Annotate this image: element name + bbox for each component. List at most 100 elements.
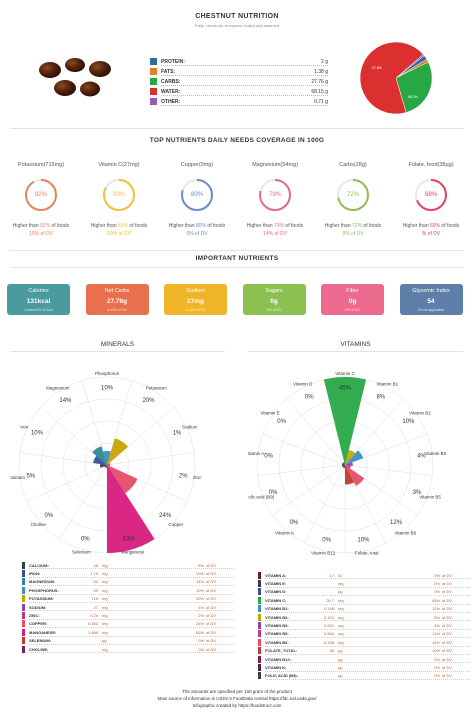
- table-row: FOLATE, TOTAL: 38 µg 10% of DV: [258, 647, 470, 655]
- row-swatch: [258, 622, 261, 630]
- row-swatch: [22, 586, 25, 594]
- polar-sector: [345, 465, 355, 485]
- row-name: VITAMIN B6:: [265, 639, 289, 645]
- polar-label: Vitamin C: [335, 371, 355, 376]
- row-of-dv: of DV: [206, 596, 217, 602]
- row-amount: 54: [93, 579, 98, 585]
- card-sub: A ≥3% of DV: [107, 308, 127, 312]
- row-swatch: [258, 672, 261, 680]
- coverage-pct: 83%: [112, 192, 125, 198]
- row-name: COPPER:: [29, 621, 48, 627]
- polar-sector: [105, 465, 107, 468]
- macro-swatch: [150, 98, 157, 105]
- card-title: Glycemic Index: [412, 288, 450, 294]
- polar-pct: 0%: [277, 419, 286, 425]
- row-rule: [29, 643, 234, 645]
- row-amount: 17: [329, 572, 334, 578]
- row-name: VITAMIN E:: [265, 581, 287, 587]
- polar-pct: 0%: [44, 513, 53, 519]
- coverage-dv: 15% of DV: [29, 231, 53, 237]
- polar-sector: [100, 464, 107, 468]
- row-swatch: [258, 638, 261, 646]
- coverage-rank: Higher than 79% of foods: [246, 223, 304, 229]
- macro-swatch: [150, 58, 157, 65]
- vitamins-heading: VITAMINS: [340, 341, 371, 348]
- row-of-dv: of DV: [206, 587, 217, 593]
- polar-pct: 10%: [31, 431, 44, 437]
- row-unit: mg: [338, 623, 344, 629]
- polar-sector: [343, 462, 345, 465]
- row-swatch: [22, 595, 25, 603]
- row-rule: [265, 645, 470, 647]
- nutrient-card: Glycemic Index 54 GI not applicable: [399, 284, 463, 315]
- coverage-label: Folate, food(38µg): [408, 162, 454, 168]
- row-rule: [265, 595, 470, 597]
- card-sub: GI not applicable: [417, 308, 445, 312]
- macro-pie-chart: 27.8% 68.2%: [359, 41, 433, 115]
- row-rule: [29, 601, 234, 603]
- table-row: VITAMIN B1: 0.148 mg 12% of DV: [258, 605, 470, 613]
- row-unit: mg: [102, 621, 108, 627]
- row-rule: [265, 620, 470, 622]
- polar-sector: [103, 451, 111, 465]
- coverage-pct: 69%: [424, 192, 437, 198]
- row-rule: [161, 105, 328, 106]
- row-of-dv: of DV: [442, 606, 453, 612]
- coverage-rank-pct: 92%: [40, 223, 51, 229]
- footer-source: Main source of information is USDA's Foo…: [157, 696, 317, 701]
- coverage-item: Vitamin C(27mg) 83% Higher than 83% of foo…: [84, 162, 154, 237]
- coverage-dv: 9% of DV: [342, 231, 364, 237]
- coverage-label: Copper(0mg): [180, 162, 214, 168]
- row-unit: mg: [338, 597, 344, 603]
- macro-name: FATS:: [161, 68, 176, 75]
- footer-credit: Infographic created by https://foodstruc…: [192, 703, 282, 708]
- divider: [10, 250, 464, 251]
- nutrient-card: Sodium 27mg A ≥3% of DV: [164, 284, 227, 315]
- polar-label: Vitamin E: [261, 410, 280, 415]
- polar-label: Iron: [20, 424, 28, 429]
- coverage-item: Magnesium(54mg) 79% Higher than 79% of foo…: [240, 162, 310, 237]
- row-name: MAGNESIUM:: [29, 579, 56, 585]
- coverage-item: Folate, food(38µg) 69% Higher than 69% of …: [396, 162, 466, 237]
- macro-name: WATER:: [161, 88, 181, 95]
- row-name: FOLIC ACID (B9):: [265, 673, 298, 679]
- row-of-dv: of DV: [206, 562, 217, 568]
- macro-value: 27.76 g: [311, 78, 328, 85]
- pie-slice-carbs: [395, 61, 433, 113]
- coverage-dv: 30% of DV: [107, 231, 131, 237]
- table-row: VITAMIN K: µg 0% of DV: [258, 663, 470, 672]
- macro-row: PROTEIN: 2 g: [150, 57, 328, 66]
- table-row: ZINC: 0.25 mg 2% of DV: [22, 611, 234, 620]
- row-swatch: [258, 605, 261, 613]
- table-row: SELENIUM: µg 0% of DV: [22, 637, 234, 645]
- row-swatch: [258, 655, 261, 663]
- coverage-dv: 0% of DV: [186, 231, 208, 237]
- row-pct: 0%: [198, 646, 204, 652]
- row-amount: 0.453: [87, 621, 98, 627]
- row-name: IRON:: [29, 571, 41, 577]
- polar-label: Vitamin B5: [419, 494, 441, 499]
- polar-pct: 10%: [402, 419, 415, 425]
- polar-label: Potassium: [146, 386, 167, 391]
- row-pct: 45%: [431, 597, 440, 603]
- row-unit: mg: [102, 579, 108, 585]
- row-unit: IU: [338, 572, 342, 578]
- row-unit: mg: [102, 596, 108, 602]
- row-name: MANGANESE:: [29, 629, 57, 635]
- table-row: VITAMIN B6: 0.208 mg 16% of DV: [258, 638, 470, 647]
- row-rule: [161, 95, 328, 96]
- coverage-label: Vitamin C(27mg): [98, 162, 140, 168]
- coverage-pct: 72%: [346, 192, 359, 198]
- coverage-rank: Higher than 92% of foods: [12, 223, 70, 229]
- page-title: CHESTNUT NUTRITION: [195, 13, 279, 20]
- polar-pct: 24%: [159, 513, 172, 519]
- table-row: VITAMIN C: 26.7 mg 45% of DV: [258, 596, 470, 605]
- row-unit: µg: [338, 589, 343, 595]
- row-swatch: [22, 637, 25, 645]
- row-of-dv: of DV: [442, 656, 453, 662]
- coverage-item: Copper(0mg) 80% Higher than 80% of foods 0%…: [162, 162, 232, 237]
- row-unit: µg: [338, 673, 343, 679]
- row-pct: 16%: [431, 639, 440, 645]
- row-unit: mg: [338, 581, 344, 587]
